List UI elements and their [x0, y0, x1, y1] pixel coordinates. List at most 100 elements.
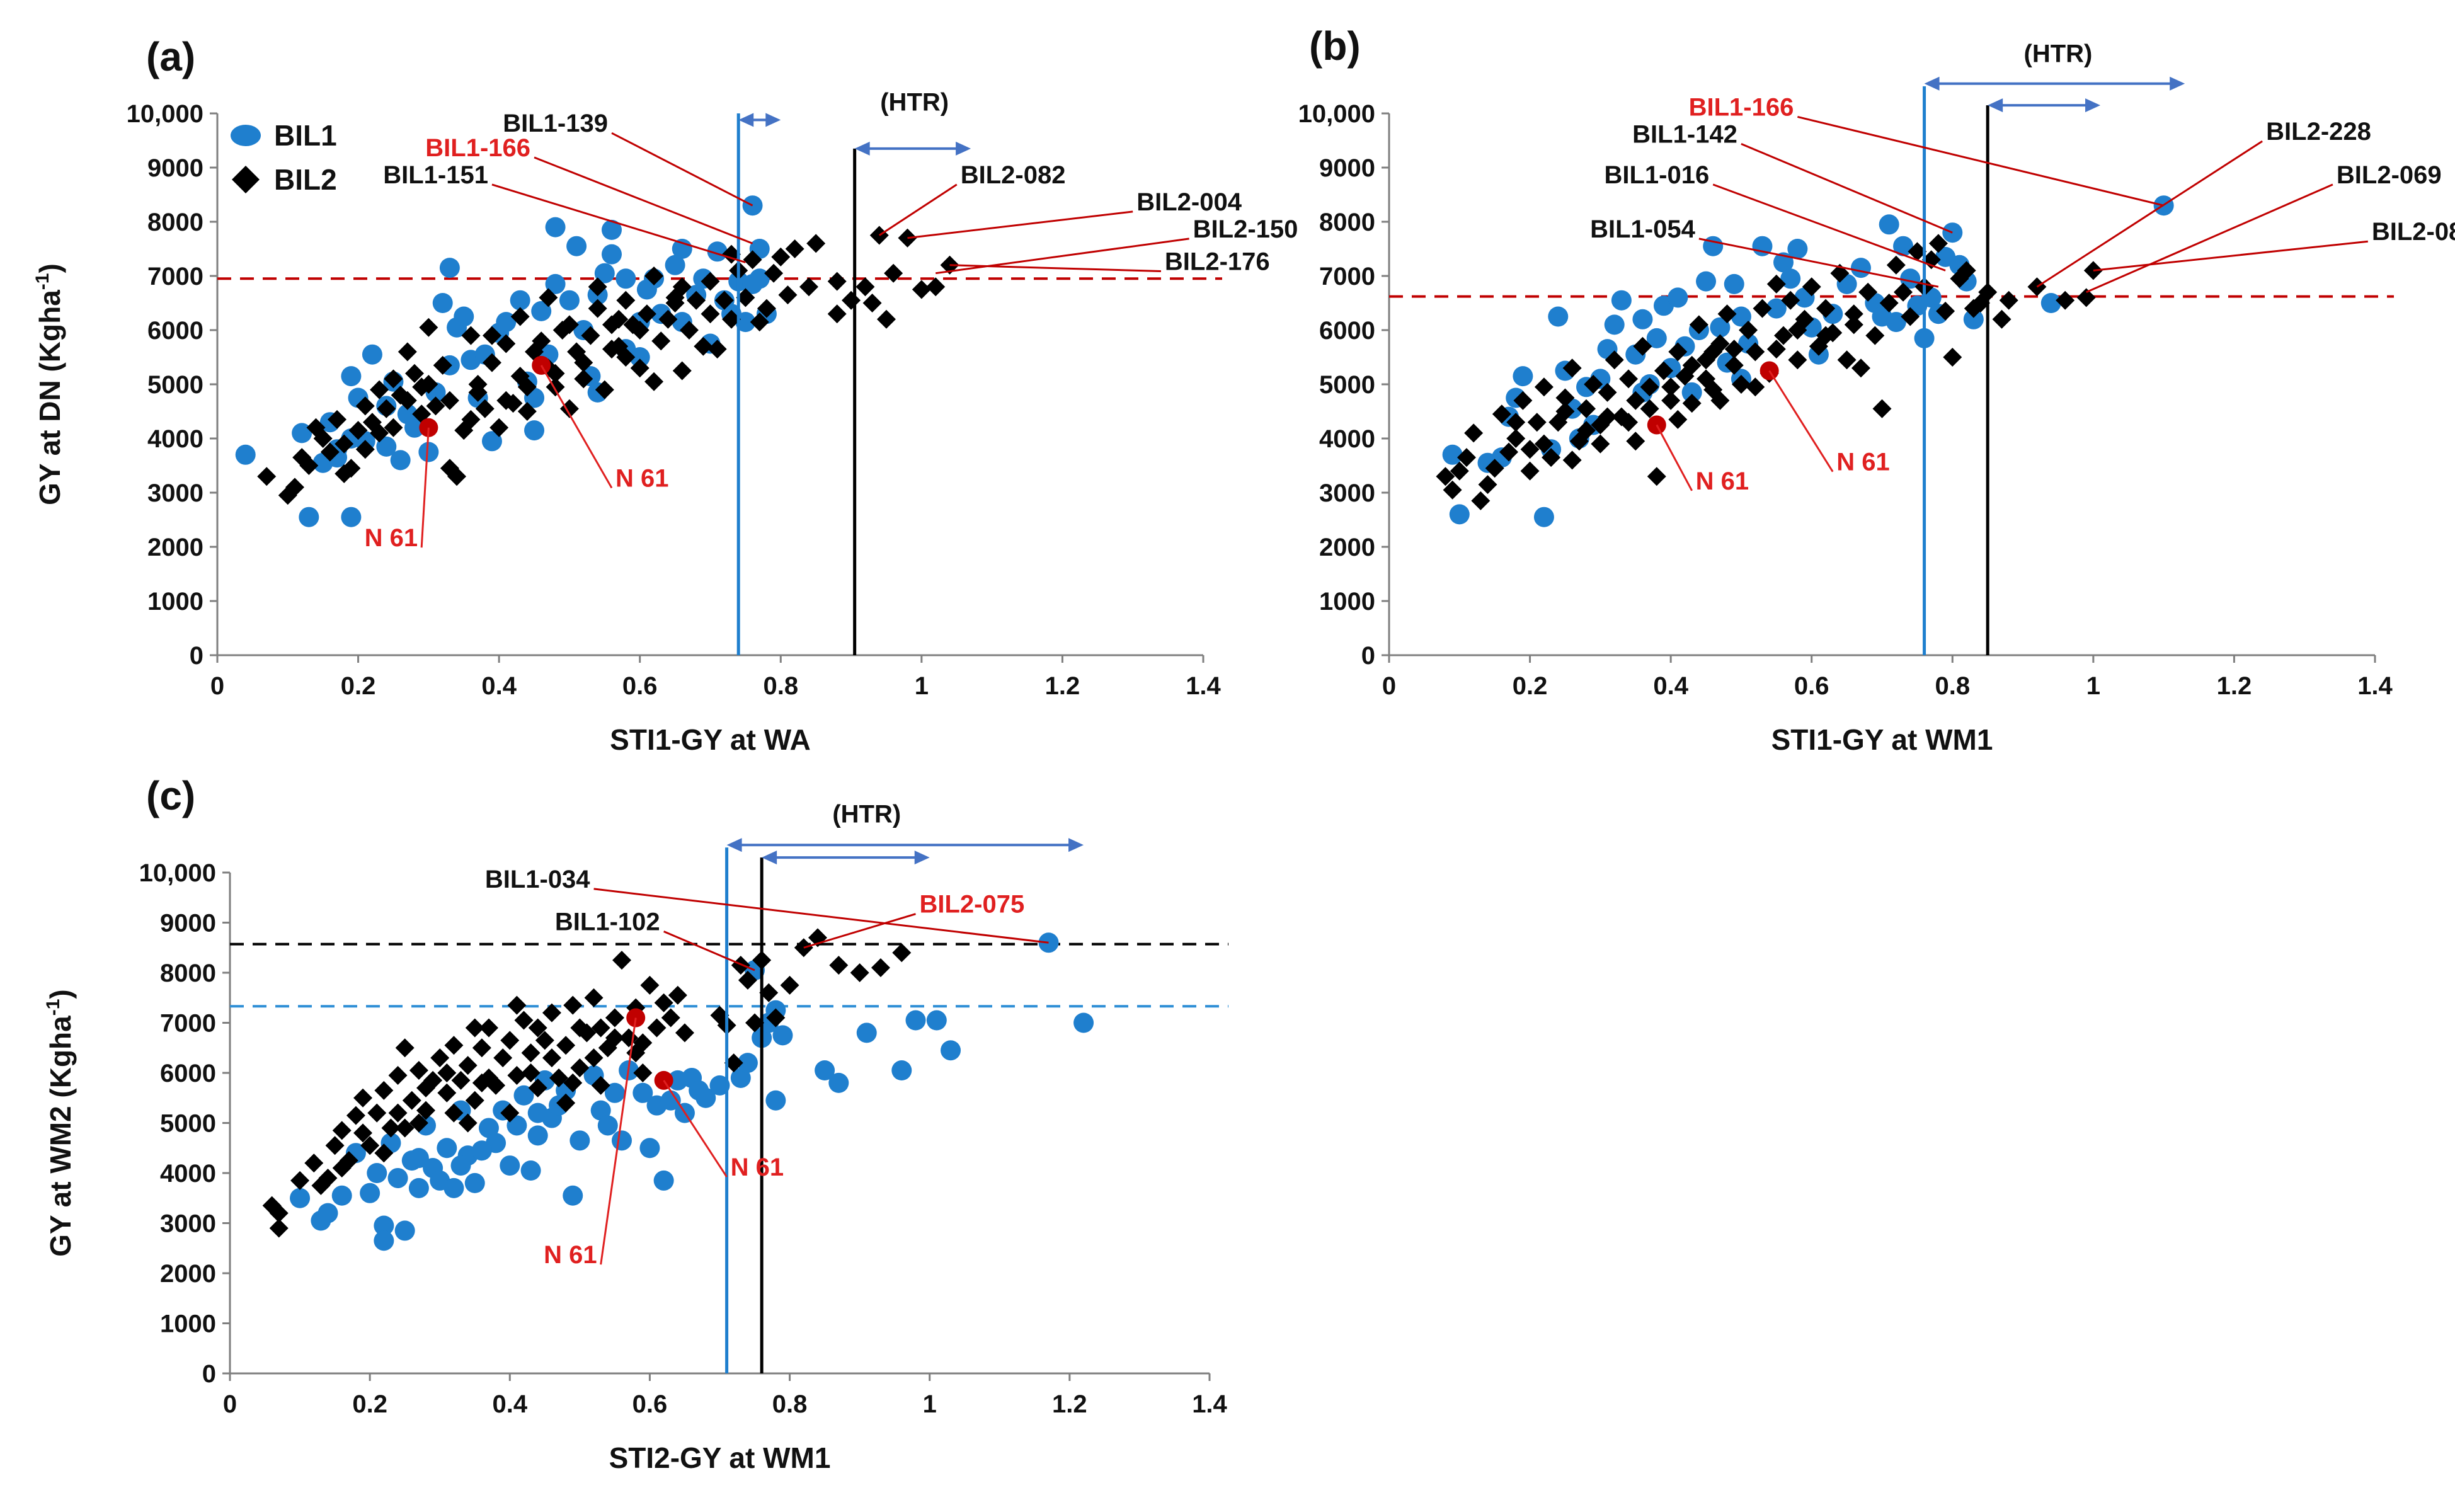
y-tick-label: 8000 — [160, 959, 216, 987]
bil1-point — [707, 241, 728, 262]
htr-arrowhead-left — [762, 850, 777, 865]
y-tick-label: 9000 — [1319, 154, 1375, 182]
annotation-label: BIL1-016 — [1604, 161, 1709, 189]
bil2-point — [827, 272, 847, 291]
bil2-point — [799, 277, 818, 297]
bil1-point — [1696, 271, 1717, 292]
bil1-point — [1632, 309, 1653, 329]
bil1-point — [235, 444, 256, 465]
legend: BIL1 BIL2 — [231, 119, 337, 196]
bil2-point — [341, 459, 361, 478]
bil2-point — [517, 402, 537, 421]
bil2-point — [675, 1023, 694, 1043]
annotation-leader — [1797, 115, 2164, 207]
bil1-point — [520, 1160, 541, 1181]
bil2-point — [374, 1080, 394, 1100]
bil2-point — [444, 1036, 464, 1055]
htr-arrowhead-right — [2170, 76, 2185, 91]
bil2-point — [633, 1063, 653, 1082]
bil1-point — [737, 1053, 758, 1074]
bil2-point — [1682, 355, 1702, 375]
bil2-point — [672, 361, 692, 381]
annotation-label: N 61 — [615, 465, 669, 493]
bil2-point — [1731, 375, 1751, 394]
bil2-point — [1619, 413, 1639, 432]
bil1-point — [563, 1185, 583, 1206]
bil1-point — [765, 1090, 786, 1111]
legend-bil1-label: BIL1 — [274, 119, 337, 152]
x-tick-label: 0.8 — [1935, 672, 1970, 700]
bil2-point — [591, 1075, 610, 1095]
bil2-point — [461, 326, 481, 345]
bil2-point — [559, 399, 579, 418]
bil2-point — [468, 382, 488, 402]
y-tick-label: 0 — [1361, 642, 1375, 670]
y-axis-title-text: GY at WM2 (Kgha — [44, 1016, 77, 1257]
bil2-point — [465, 1018, 484, 1038]
bil1-point — [604, 1082, 625, 1103]
panel-c: (c) 0 1000 2000 3000 4000 5000 6000 7000 8000 9000… — [43, 773, 1228, 1474]
bil1-point — [629, 347, 650, 367]
x-tick-label: 0.2 — [1513, 672, 1548, 700]
bil2-point — [489, 418, 509, 437]
bil2-point — [1562, 358, 1582, 378]
bil2-point — [451, 1070, 471, 1090]
annotation-leader — [491, 183, 746, 263]
x-tick-label: 1.4 — [2357, 672, 2393, 700]
annotation-label: BIL1-102 — [555, 908, 660, 936]
annotation-leader — [2086, 183, 2333, 294]
bil2-point — [482, 326, 501, 345]
bil2-point — [1555, 402, 1575, 421]
bil1-point — [559, 290, 580, 311]
y-tick-label: 3000 — [1319, 479, 1375, 507]
bil1-point — [566, 236, 587, 256]
bil2-point — [1661, 391, 1681, 410]
bil2-point — [482, 353, 501, 372]
bil2-point — [806, 234, 826, 253]
bil2-point — [633, 1033, 653, 1053]
bil2-point — [1654, 361, 1673, 381]
bil1-point — [331, 1185, 352, 1206]
bil2-point — [785, 239, 804, 258]
bil2-point — [661, 1008, 680, 1028]
bil1-point — [612, 1130, 632, 1151]
bil2-point — [743, 250, 762, 270]
bil2-point — [419, 318, 438, 337]
bil2-point — [724, 1053, 743, 1073]
bil2-point — [1802, 277, 1821, 297]
bil2-point — [370, 423, 389, 443]
y-tick-label: 2000 — [1319, 534, 1375, 561]
bil1-point — [891, 1060, 912, 1081]
bil2-point — [1619, 369, 1639, 389]
bil2-point — [892, 943, 912, 963]
bil2-point — [1837, 350, 1857, 370]
bil2-point — [1844, 315, 1863, 335]
bil2-point — [602, 315, 621, 335]
bil1-point — [481, 431, 502, 452]
bil2-point — [1766, 340, 1786, 359]
annotation-label: BIL2-069 — [2337, 161, 2442, 189]
bil2-point — [1781, 290, 1800, 310]
bil2-point — [862, 294, 882, 312]
bil2-point — [584, 988, 604, 1007]
bil2-point — [353, 1123, 373, 1143]
bil2-point — [605, 1008, 624, 1028]
bil2-point — [884, 263, 903, 283]
y-tick-label: 7000 — [160, 1010, 216, 1038]
x-tick-label: 0 — [210, 672, 224, 700]
y-tick-label: 6000 — [1319, 317, 1375, 345]
bil1-point — [905, 1010, 926, 1031]
x-tick-label: 0.6 — [622, 672, 658, 700]
bil2-point — [687, 290, 706, 310]
x-tick-label: 0.4 — [1653, 672, 1688, 700]
bil1-point — [418, 442, 439, 462]
bil1-point — [1668, 287, 1688, 308]
bil2-point — [388, 1065, 408, 1085]
bil1-point — [432, 293, 453, 313]
bil1-point — [1963, 309, 1984, 329]
bil2-point — [829, 956, 849, 975]
bil2-point — [299, 456, 319, 475]
y-tick-label: 5000 — [1319, 371, 1375, 399]
bil1-point — [569, 1130, 590, 1151]
bil2-point — [1527, 413, 1547, 432]
